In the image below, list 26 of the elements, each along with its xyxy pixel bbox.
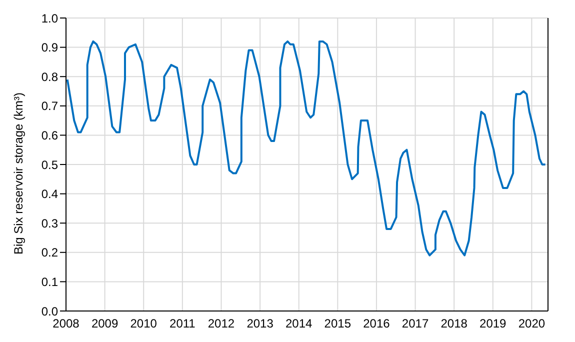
- x-tick-label: 2018: [440, 316, 468, 331]
- y-tick-label: 0.4: [41, 187, 58, 202]
- y-tick-label: 1.0: [41, 11, 58, 26]
- y-tick-label: 0.5: [41, 158, 58, 172]
- x-tick-label: 2008: [52, 316, 80, 331]
- x-tick-label: 2016: [363, 316, 390, 331]
- x-tick-label: 2014: [286, 316, 313, 331]
- y-tick-label: 0.9: [41, 40, 58, 55]
- x-tick-label: 2009: [91, 316, 118, 331]
- y-tick-label: 0.8: [41, 70, 58, 84]
- y-tick-label: 0.0: [41, 304, 58, 318]
- y-tick-label: 0.1: [41, 274, 58, 289]
- line-series: [66, 40, 546, 256]
- x-tick-label: 2015: [324, 316, 352, 331]
- x-tick-label: 2010: [130, 316, 158, 331]
- x-tick-label: 2020: [518, 316, 546, 331]
- x-tick-label: 2017: [402, 316, 429, 331]
- y-tick-label: 0.6: [41, 128, 58, 142]
- y-tick-label: 0.3: [41, 216, 58, 230]
- x-tick-label: 2012: [208, 316, 235, 331]
- x-tick-label: 2011: [170, 316, 196, 331]
- y-axis-title: Big Six reservoir storage (km³): [11, 92, 26, 254]
- y-tick-label: 0.7: [41, 99, 58, 114]
- y-tick-label: 0.2: [41, 246, 58, 260]
- x-tick-label: 2013: [246, 316, 274, 331]
- x-tick-label: 2019: [480, 316, 507, 331]
